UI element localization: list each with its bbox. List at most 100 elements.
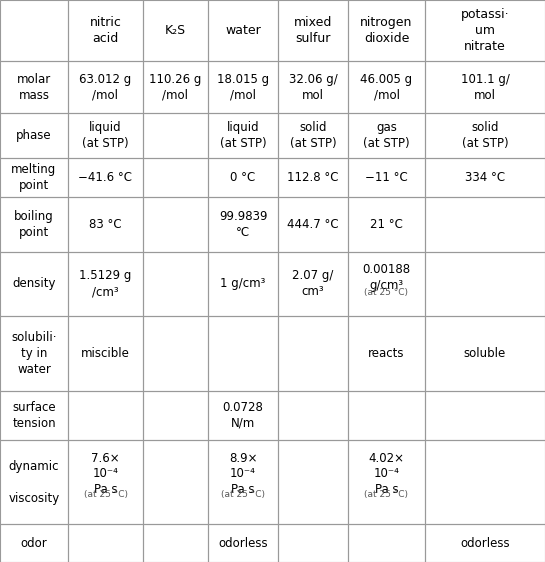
- Bar: [348, 157, 425, 197]
- Bar: [348, 524, 425, 562]
- Text: odor: odor: [21, 537, 47, 550]
- Text: 4.02×
10⁻⁴
Pa s: 4.02× 10⁻⁴ Pa s: [368, 452, 404, 496]
- Bar: [208, 391, 278, 440]
- Text: 7.6×
10⁻⁴
Pa s: 7.6× 10⁻⁴ Pa s: [91, 452, 120, 496]
- Text: −11 °C: −11 °C: [365, 171, 408, 184]
- Bar: [208, 0, 278, 61]
- Bar: [68, 197, 143, 252]
- Bar: [278, 524, 348, 562]
- Bar: [278, 316, 348, 391]
- Text: potassi·
um
nitrate: potassi· um nitrate: [461, 8, 510, 53]
- Bar: [425, 0, 545, 61]
- Text: 444.7 °C: 444.7 °C: [287, 218, 339, 231]
- Bar: [348, 113, 425, 157]
- Bar: [348, 440, 425, 524]
- Bar: [68, 440, 143, 524]
- Bar: [208, 113, 278, 157]
- Bar: [0, 316, 68, 391]
- Bar: [425, 197, 545, 252]
- Bar: [208, 316, 278, 391]
- Text: solubili·
ty in
water: solubili· ty in water: [11, 331, 57, 376]
- Text: (at 25 °C): (at 25 °C): [83, 490, 128, 498]
- Text: 0.00188
g/cm³: 0.00188 g/cm³: [362, 263, 410, 292]
- Text: nitric
acid: nitric acid: [89, 16, 122, 45]
- Text: 32.06 g/
mol: 32.06 g/ mol: [289, 72, 337, 102]
- Bar: [0, 113, 68, 157]
- Text: 46.005 g
/mol: 46.005 g /mol: [360, 72, 413, 102]
- Bar: [425, 252, 545, 316]
- Text: 110.26 g
/mol: 110.26 g /mol: [149, 72, 202, 102]
- Text: gas
(at STP): gas (at STP): [363, 121, 410, 150]
- Bar: [143, 113, 208, 157]
- Bar: [278, 61, 348, 113]
- Bar: [278, 113, 348, 157]
- Bar: [208, 61, 278, 113]
- Text: 99.9839
°C: 99.9839 °C: [219, 210, 267, 239]
- Bar: [143, 391, 208, 440]
- Bar: [208, 197, 278, 252]
- Bar: [68, 316, 143, 391]
- Bar: [208, 524, 278, 562]
- Text: 63.012 g
/mol: 63.012 g /mol: [80, 72, 132, 102]
- Text: 18.015 g
/mol: 18.015 g /mol: [217, 72, 269, 102]
- Bar: [68, 157, 143, 197]
- Bar: [0, 252, 68, 316]
- Bar: [348, 61, 425, 113]
- Text: 112.8 °C: 112.8 °C: [287, 171, 339, 184]
- Bar: [68, 61, 143, 113]
- Bar: [425, 524, 545, 562]
- Bar: [143, 157, 208, 197]
- Text: surface
tension: surface tension: [12, 401, 56, 430]
- Text: −41.6 °C: −41.6 °C: [78, 171, 132, 184]
- Bar: [0, 440, 68, 524]
- Bar: [68, 113, 143, 157]
- Text: (at 25 °C): (at 25 °C): [365, 490, 409, 498]
- Bar: [425, 113, 545, 157]
- Bar: [208, 157, 278, 197]
- Text: water: water: [225, 24, 261, 37]
- Bar: [143, 252, 208, 316]
- Bar: [425, 440, 545, 524]
- Text: liquid
(at STP): liquid (at STP): [82, 121, 129, 150]
- Bar: [143, 524, 208, 562]
- Text: dynamic

viscosity: dynamic viscosity: [8, 460, 59, 505]
- Text: 1.5129 g
/cm³: 1.5129 g /cm³: [80, 269, 132, 298]
- Bar: [68, 391, 143, 440]
- Bar: [348, 197, 425, 252]
- Text: (at 25 °C): (at 25 °C): [221, 490, 265, 498]
- Bar: [143, 440, 208, 524]
- Text: boiling
point: boiling point: [14, 210, 54, 239]
- Bar: [208, 440, 278, 524]
- Text: (at 25 °C): (at 25 °C): [365, 288, 409, 297]
- Bar: [208, 252, 278, 316]
- Bar: [0, 197, 68, 252]
- Text: miscible: miscible: [81, 347, 130, 360]
- Text: density: density: [12, 278, 56, 291]
- Bar: [143, 316, 208, 391]
- Bar: [425, 61, 545, 113]
- Text: solid
(at STP): solid (at STP): [290, 121, 336, 150]
- Bar: [0, 61, 68, 113]
- Bar: [0, 157, 68, 197]
- Text: 0 °C: 0 °C: [231, 171, 256, 184]
- Bar: [68, 0, 143, 61]
- Bar: [278, 157, 348, 197]
- Text: nitrogen
dioxide: nitrogen dioxide: [360, 16, 413, 45]
- Text: 0.0728
N/m: 0.0728 N/m: [222, 401, 263, 430]
- Text: mixed
sulfur: mixed sulfur: [294, 16, 332, 45]
- Text: 83 °C: 83 °C: [89, 218, 122, 231]
- Text: 21 °C: 21 °C: [370, 218, 403, 231]
- Text: 1 g/cm³: 1 g/cm³: [220, 278, 266, 291]
- Bar: [278, 391, 348, 440]
- Bar: [278, 0, 348, 61]
- Text: 2.07 g/
cm³: 2.07 g/ cm³: [292, 269, 334, 298]
- Bar: [0, 524, 68, 562]
- Text: solid
(at STP): solid (at STP): [462, 121, 508, 150]
- Bar: [143, 197, 208, 252]
- Text: liquid
(at STP): liquid (at STP): [220, 121, 267, 150]
- Text: phase: phase: [16, 129, 52, 142]
- Bar: [348, 391, 425, 440]
- Text: soluble: soluble: [464, 347, 506, 360]
- Text: K₂S: K₂S: [165, 24, 186, 37]
- Text: reacts: reacts: [368, 347, 405, 360]
